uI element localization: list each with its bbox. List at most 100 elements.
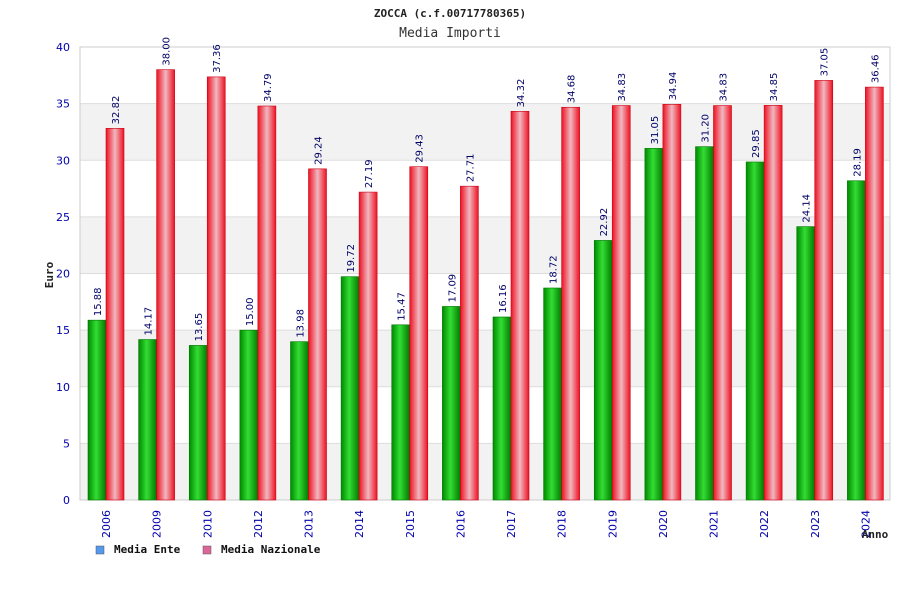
bar-media-nazionale bbox=[662, 104, 682, 501]
x-tick-label: 2019 bbox=[606, 510, 619, 538]
bar-value-label: 15.88 bbox=[93, 288, 104, 317]
bar-value-label: 22.92 bbox=[599, 208, 610, 237]
bar-value-label: 13.65 bbox=[194, 313, 205, 342]
bar-value-label: 16.16 bbox=[498, 284, 509, 313]
bar-value-label: 32.82 bbox=[111, 96, 122, 125]
bar-value-label: 34.83 bbox=[719, 73, 730, 102]
x-axis-ticks: 2006 2009 2010 2012 2013 2014 2015 2016 2017 2018… bbox=[100, 510, 872, 538]
bar-value-label: 13.98 bbox=[296, 309, 307, 338]
bar-value-label: 29.85 bbox=[751, 129, 762, 158]
bar-value-label: 34.94 bbox=[668, 72, 679, 101]
legend-swatch-media-ente bbox=[95, 545, 105, 555]
bar-value-label: 24.14 bbox=[802, 194, 813, 223]
bars bbox=[87, 69, 884, 501]
bar-media-nazionale bbox=[611, 105, 631, 501]
x-tick-label: 2013 bbox=[303, 510, 316, 538]
bar-value-label: 15.00 bbox=[245, 297, 256, 326]
bar-media-ente bbox=[593, 240, 613, 501]
x-tick-label: 2014 bbox=[353, 510, 366, 538]
bar-media-ente bbox=[695, 146, 714, 501]
bar-media-ente bbox=[796, 226, 816, 501]
x-tick-label: 2006 bbox=[100, 510, 113, 538]
bar-media-nazionale bbox=[105, 128, 125, 501]
plot-frame bbox=[79, 46, 891, 501]
x-tick-label: 2018 bbox=[556, 510, 569, 538]
y-tick-label: 20 bbox=[56, 268, 70, 281]
x-tick-label: 2017 bbox=[505, 510, 518, 538]
bar-value-label: 14.17 bbox=[144, 307, 155, 336]
x-tick-label: 2023 bbox=[809, 510, 822, 538]
bar-media-nazionale bbox=[257, 105, 277, 501]
y-tick-label: 40 bbox=[56, 41, 70, 54]
legend-label-media-nazionale: Media Nazionale bbox=[221, 543, 321, 556]
x-tick-label: 2012 bbox=[252, 510, 265, 538]
bar-media-nazionale bbox=[308, 168, 327, 501]
bar-media-ente bbox=[745, 161, 765, 501]
x-tick-label: 2020 bbox=[657, 510, 670, 538]
x-tick-label: 2021 bbox=[708, 510, 721, 538]
y-tick-label: 15 bbox=[56, 324, 70, 337]
bar-value-label: 31.20 bbox=[701, 114, 712, 143]
bar-media-nazionale bbox=[460, 185, 479, 501]
x-tick-label: 2009 bbox=[151, 510, 164, 538]
y-axis-label: Euro bbox=[43, 261, 56, 288]
bar-value-label: 15.47 bbox=[397, 292, 408, 321]
x-tick-label: 2015 bbox=[404, 510, 417, 538]
bar-value-label: 27.71 bbox=[465, 154, 476, 183]
bar-media-ente bbox=[188, 345, 208, 501]
bar-media-nazionale bbox=[763, 105, 783, 501]
chart-subtitle: Media Importi bbox=[399, 26, 501, 41]
bar-value-label: 34.85 bbox=[769, 73, 780, 102]
bar-media-nazionale bbox=[865, 86, 884, 501]
bar-media-ente bbox=[847, 180, 866, 501]
legend-label-media-ente: Media Ente bbox=[114, 543, 181, 556]
legend-swatch-media-nazionale bbox=[202, 545, 212, 555]
y-axis-ticks: 0 5 10 15 20 25 30 35 40 bbox=[56, 41, 70, 507]
x-tick-label: 2010 bbox=[201, 510, 214, 538]
bar-media-nazionale bbox=[358, 191, 378, 501]
bar-media-nazionale bbox=[156, 69, 175, 501]
bar-value-label: 28.19 bbox=[852, 148, 863, 177]
y-tick-label: 30 bbox=[56, 154, 70, 167]
y-tick-label: 5 bbox=[63, 437, 70, 450]
x-tick-label: 2024 bbox=[859, 510, 872, 538]
bar-value-label: 37.36 bbox=[212, 44, 223, 73]
bar-value-label: 34.83 bbox=[617, 73, 628, 102]
bar-media-nazionale bbox=[814, 80, 834, 501]
bar-media-ente bbox=[138, 339, 157, 501]
chart-title: ZOCCA (c.f.00717780365) bbox=[374, 7, 526, 20]
bar-media-ente bbox=[644, 148, 664, 501]
bar-media-ente bbox=[492, 316, 512, 501]
bar-media-nazionale bbox=[561, 106, 580, 501]
bar-value-label: 19.72 bbox=[346, 244, 357, 273]
bar-value-label: 34.32 bbox=[516, 79, 527, 108]
value-labels: 15.88 32.82 14.17 38.00 13.65 37.36 15.00 34.79… bbox=[93, 37, 881, 341]
bar-value-label: 27.19 bbox=[364, 159, 375, 188]
bar-media-nazionale bbox=[510, 111, 530, 501]
bar-value-label: 31.05 bbox=[650, 116, 661, 145]
bar-value-label: 36.46 bbox=[870, 54, 881, 83]
y-tick-label: 10 bbox=[56, 381, 70, 394]
bar-media-ente bbox=[391, 324, 411, 501]
legend: Media Ente Media Nazionale bbox=[95, 543, 321, 556]
bar-value-label: 17.09 bbox=[447, 274, 458, 303]
bar-media-nazionale bbox=[713, 105, 732, 501]
x-tick-label: 2016 bbox=[454, 510, 467, 538]
bar-media-ente bbox=[87, 319, 107, 501]
y-tick-label: 0 bbox=[63, 494, 70, 507]
bar-media-ente bbox=[290, 341, 309, 501]
bar-value-label: 34.79 bbox=[263, 73, 274, 102]
y-tick-label: 25 bbox=[56, 211, 70, 224]
bar-value-label: 29.43 bbox=[415, 134, 426, 163]
bar-media-ente bbox=[239, 329, 259, 501]
bar-value-label: 34.68 bbox=[567, 75, 578, 104]
bar-media-ente bbox=[543, 287, 562, 501]
bar-value-label: 18.72 bbox=[549, 255, 560, 284]
bar-value-label: 37.05 bbox=[820, 48, 831, 77]
bar-media-ente bbox=[442, 306, 461, 501]
bar-media-nazionale bbox=[409, 166, 429, 501]
bar-media-ente bbox=[340, 276, 360, 501]
y-tick-label: 35 bbox=[56, 98, 70, 111]
bar-value-label: 38.00 bbox=[162, 37, 173, 66]
